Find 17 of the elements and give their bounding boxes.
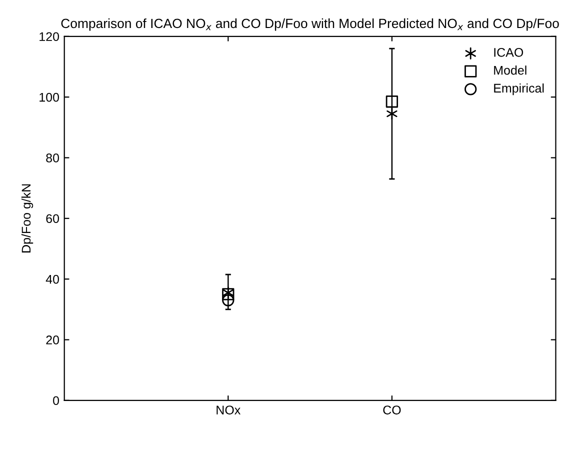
y-tick-label: 60 bbox=[46, 214, 59, 224]
y-tick-label: 100 bbox=[40, 92, 59, 102]
y-tick-label: 20 bbox=[46, 336, 59, 344]
x-tick-label: NOx bbox=[216, 406, 241, 414]
legend-label: Model bbox=[494, 66, 526, 75]
point bbox=[386, 108, 398, 120]
y-tick-label: 120 bbox=[40, 32, 59, 42]
x-tick-label: CO bbox=[383, 406, 401, 414]
y-tick-label: 80 bbox=[46, 154, 59, 162]
legend-label: Empirical bbox=[494, 83, 544, 96]
y-tick-label: 0 bbox=[53, 396, 59, 406]
y-tick-label: 40 bbox=[46, 274, 59, 284]
point bbox=[386, 96, 398, 108]
point bbox=[222, 294, 234, 306]
chart-title: Comparison of ICAO NO$_{x}$ and CO Dp/Foo with Model Predicted NO$_{x}$ and CO Dp/Foo bbox=[61, 18, 559, 31]
legend-label: ICAO bbox=[494, 48, 524, 57]
y-axis-title: Dp/Foo g/kN bbox=[21, 184, 34, 252]
